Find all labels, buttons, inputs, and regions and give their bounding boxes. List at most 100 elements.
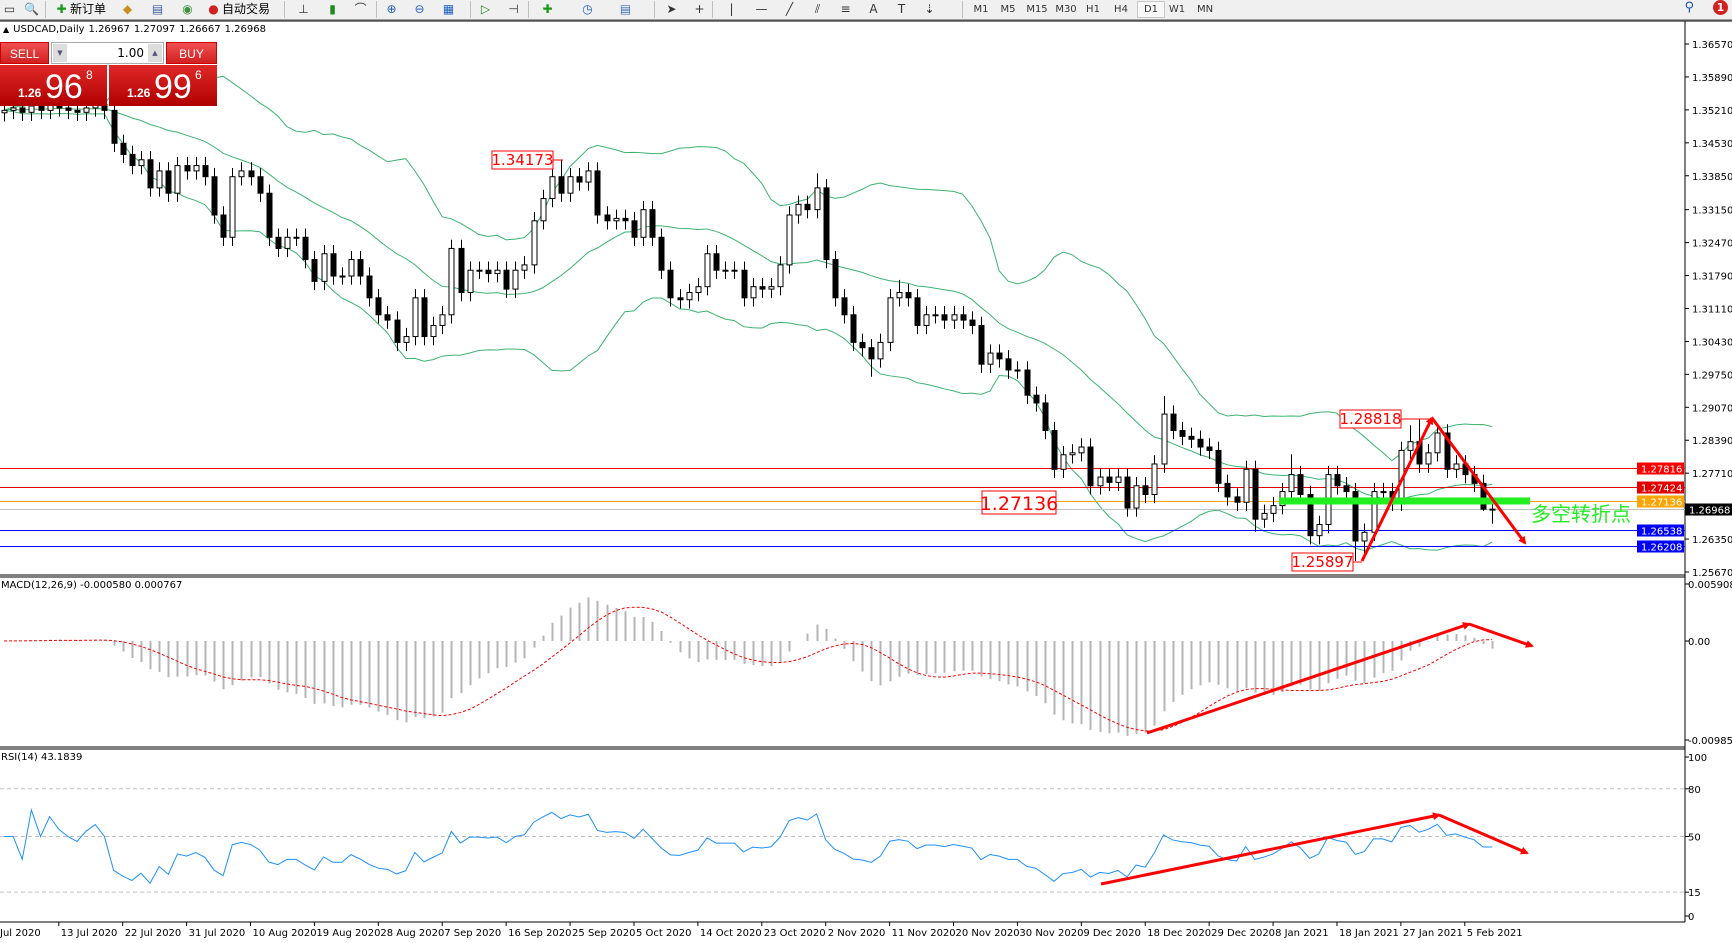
sell-price-pips: 96 <box>45 68 83 106</box>
timeframe-m15[interactable]: M15 <box>1026 4 1048 15</box>
macd-pane <box>3 597 1494 736</box>
candle-bear <box>832 259 839 299</box>
candle-bear <box>905 291 912 299</box>
price-badge-label: 1.26208 <box>1641 543 1682 554</box>
candle-bull <box>1434 432 1441 454</box>
candle-bear <box>1480 482 1487 510</box>
trendline-icon[interactable]: ╱ <box>785 2 794 16</box>
indicators-icon[interactable]: ✚ <box>542 2 553 16</box>
date-tick-label: 8 Jan 2021 <box>1275 928 1329 939</box>
bollinger-middle <box>3 107 1493 502</box>
timeframe-h4[interactable]: H4 <box>1114 4 1128 15</box>
text-icon[interactable]: A <box>869 2 878 16</box>
macd-tick-label: 0.00 <box>1688 637 1710 648</box>
timeframe-h1[interactable]: H1 <box>1086 4 1100 15</box>
fibonacci-icon[interactable]: ≡ <box>840 2 851 16</box>
volume-stepper[interactable]: ▼ 1.00 ▲ <box>51 42 164 64</box>
rsi-pane <box>0 788 1685 893</box>
candle-bear <box>868 347 875 360</box>
bar-chart-icon[interactable]: ⊥ <box>298 2 309 16</box>
candle-bear <box>503 269 510 290</box>
candle-bull <box>348 259 355 277</box>
candle-bear <box>266 192 273 238</box>
timeframe-d1[interactable]: D1 <box>1137 1 1165 18</box>
metaeditor-icon[interactable]: ◆ <box>122 2 133 16</box>
notification-icon[interactable]: 1 <box>1713 0 1728 15</box>
price-badge-label: 1.26968 <box>1689 506 1730 517</box>
trend-arrow-up <box>1360 416 1434 562</box>
buy-button[interactable]: BUY <box>166 42 217 64</box>
candle-bear <box>275 236 282 249</box>
periods-icon[interactable]: ◷ <box>582 2 593 16</box>
candle-bull <box>403 336 410 343</box>
arrows-icon[interactable]: ⇣ <box>924 2 935 16</box>
candle-bear <box>558 176 565 194</box>
cursor-icon[interactable]: ➤ <box>666 2 677 16</box>
text-label-icon[interactable]: T <box>897 2 906 16</box>
macd-arrow-up <box>1146 622 1471 735</box>
search-icon[interactable]: ⚲ <box>1684 0 1694 15</box>
candle-bull <box>1489 508 1496 511</box>
zoom-out-icon[interactable]: ⊖ <box>414 2 425 16</box>
candle-bear <box>1297 474 1304 495</box>
crosshair-icon[interactable]: + <box>694 2 705 16</box>
price-badge-label: 1.27424 <box>1641 484 1682 495</box>
ohlc-close: 1.26968 <box>224 24 266 35</box>
buy-price[interactable]: 1.26 99 6 <box>109 65 217 106</box>
timeframe-mn[interactable]: MN <box>1196 4 1214 15</box>
candle-bear <box>1051 430 1058 470</box>
autoscroll-icon[interactable]: ▷ <box>480 2 491 16</box>
tile-windows-icon[interactable]: ▦ <box>442 2 455 16</box>
timeframe-m30[interactable]: M30 <box>1055 4 1077 15</box>
timeframe-w1[interactable]: W1 <box>1168 4 1186 15</box>
candle-bear <box>649 209 656 238</box>
new-order-button[interactable]: 新订单 <box>70 2 107 16</box>
equidistant-channel-icon[interactable]: ⫽ <box>814 2 821 16</box>
candle-bear <box>1215 449 1222 484</box>
volume-input[interactable]: 1.00 <box>117 46 144 60</box>
auto-trading-button[interactable]: 自动交易 <box>222 2 271 16</box>
price-badge-label: 1.27136 <box>1641 498 1682 509</box>
toolbar-separator <box>45 1 46 18</box>
templates-icon[interactable]: ▤ <box>619 2 632 16</box>
timeframe-m1[interactable]: M1 <box>973 4 989 15</box>
candle-bull <box>1453 463 1460 470</box>
sell-price-prefix: 1.26 <box>18 86 42 100</box>
candlestick-icon[interactable]: ▮ <box>329 2 336 16</box>
market-icon[interactable]: ▤ <box>151 2 164 16</box>
new-chart-icon[interactable]: ▭ <box>3 2 16 16</box>
sell-price[interactable]: 1.26 96 8 <box>0 65 107 106</box>
candle-bear <box>1252 468 1259 520</box>
candle-bear <box>485 269 492 275</box>
recent-high-price-label: 1.28818 <box>1339 410 1401 428</box>
signals-icon[interactable]: ◉ <box>182 2 193 16</box>
candle-bull <box>339 275 346 278</box>
candle-bull <box>585 170 592 183</box>
horizontal-line-icon[interactable]: — <box>755 2 768 16</box>
price-tick-label: 1.29750 <box>1692 370 1732 381</box>
candle-bear <box>622 217 629 222</box>
zoom-in-icon[interactable]: ⊕ <box>386 2 397 16</box>
recent-high-price-label-box <box>1339 409 1402 429</box>
candle-bull <box>1014 369 1021 372</box>
rsi-tick-label: 0 <box>1688 912 1694 923</box>
chart-shift-icon[interactable]: ⊣ <box>508 2 519 16</box>
candle-bull <box>1115 476 1122 483</box>
volume-up-icon[interactable]: ▲ <box>148 44 162 62</box>
volume-down-icon[interactable]: ▼ <box>53 44 67 62</box>
candle-bull <box>987 352 994 365</box>
candle-bear <box>202 165 209 178</box>
candle-bull <box>750 286 757 299</box>
line-chart-icon[interactable]: ⌒ <box>354 2 367 16</box>
candle-bull <box>174 165 181 194</box>
candle-bull <box>412 297 419 338</box>
price-badge-label: 1.26538 <box>1641 527 1682 538</box>
date-tick-label: 25 Sep 2020 <box>572 928 635 939</box>
vertical-line-icon[interactable]: | <box>729 2 734 16</box>
sell-button[interactable]: SELL <box>0 42 49 64</box>
candle-bull <box>1261 512 1268 520</box>
zoom-chart-icon[interactable]: 🔍 <box>24 2 39 16</box>
timeframe-m5[interactable]: M5 <box>1000 4 1016 15</box>
